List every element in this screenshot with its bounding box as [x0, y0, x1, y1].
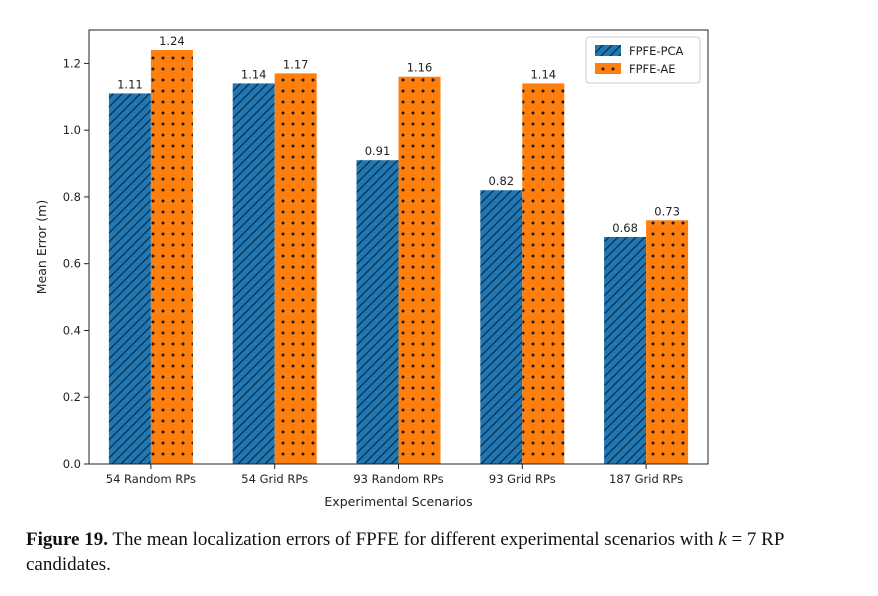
data-label: 1.14 — [241, 67, 267, 81]
y-tick-label: 0.2 — [63, 390, 81, 404]
legend-swatch — [595, 45, 621, 56]
data-label: 0.91 — [365, 144, 391, 158]
legend-label: FPFE-AE — [629, 62, 675, 76]
bar-pca — [108, 93, 151, 464]
data-label: 1.17 — [283, 57, 309, 71]
x-tick-label: 54 Grid RPs — [241, 472, 308, 486]
caption-text-after: = 7 RP candidates. — [26, 529, 784, 575]
y-axis-label: Mean Error (m) — [34, 200, 49, 294]
y-tick-label: 0.4 — [63, 323, 81, 337]
bar-chart: 1.11 1.14 0.91 0.82 0.68 1.24 1.17 1.16 1.14 0.73… — [34, 29, 709, 509]
y-tick-label: 0.8 — [63, 190, 81, 204]
y-tick-label: 1.0 — [63, 123, 81, 137]
bar-ae — [646, 220, 689, 464]
data-label: 0.73 — [654, 204, 680, 218]
legend-swatch — [595, 63, 621, 74]
bar-ae — [522, 83, 565, 465]
data-label: 1.11 — [117, 77, 143, 91]
bar-pca — [232, 83, 275, 465]
x-tick-label: 93 Grid RPs — [489, 472, 556, 486]
y-tick-label: 0.0 — [63, 457, 81, 471]
bar-pca — [604, 236, 647, 464]
legend-label: FPFE-PCA — [629, 44, 684, 58]
data-label: 1.16 — [407, 61, 433, 75]
x-tick-label: 54 Random RPs — [106, 472, 196, 486]
data-label: 0.82 — [488, 174, 514, 188]
x-tick-label: 187 Grid RPs — [609, 472, 683, 486]
bar-pca — [480, 190, 523, 464]
x-axis-label: Experimental Scenarios — [324, 494, 472, 509]
caption-label: Figure 19. — [26, 529, 108, 550]
bar-ae — [398, 76, 441, 464]
caption-text-before: The mean localization errors of FPFE for… — [112, 529, 714, 550]
y-tick-label: 0.6 — [63, 257, 81, 271]
bar-pca — [356, 160, 399, 464]
x-tick-label: 93 Random RPs — [353, 472, 443, 486]
data-label: 1.14 — [530, 67, 556, 81]
bar-ae — [150, 50, 193, 465]
figure-caption: Figure 19. The mean localization errors … — [26, 527, 856, 577]
data-label: 1.24 — [159, 34, 185, 48]
bar-ae — [274, 73, 317, 465]
y-tick-label: 1.2 — [63, 56, 81, 70]
data-label: 0.68 — [612, 221, 638, 235]
caption-variable: k — [718, 529, 727, 550]
